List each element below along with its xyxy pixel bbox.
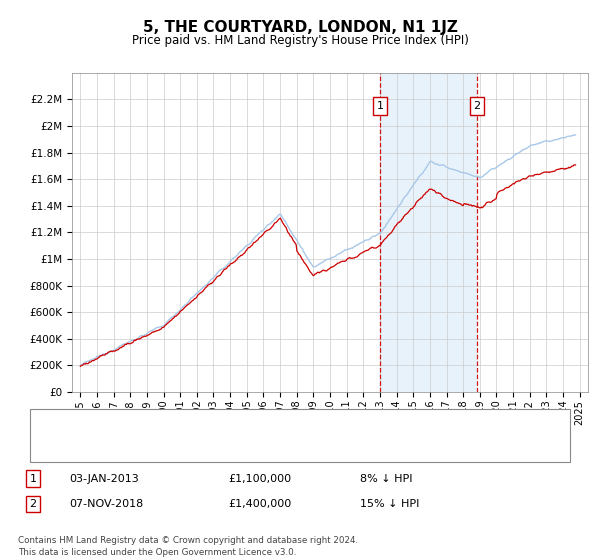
Text: 15% ↓ HPI: 15% ↓ HPI xyxy=(360,499,419,509)
Text: £1,400,000: £1,400,000 xyxy=(228,499,291,509)
Text: 5, THE COURTYARD, LONDON, N1 1JZ (detached house): 5, THE COURTYARD, LONDON, N1 1JZ (detach… xyxy=(90,420,399,430)
Text: 2: 2 xyxy=(473,101,481,111)
Text: Contains HM Land Registry data © Crown copyright and database right 2024.
This d: Contains HM Land Registry data © Crown c… xyxy=(18,536,358,557)
Text: 03-JAN-2013: 03-JAN-2013 xyxy=(69,474,139,484)
Text: Price paid vs. HM Land Registry's House Price Index (HPI): Price paid vs. HM Land Registry's House … xyxy=(131,34,469,46)
Text: 1: 1 xyxy=(29,474,37,484)
Text: 2: 2 xyxy=(29,499,37,509)
Text: 1: 1 xyxy=(376,101,383,111)
Text: HPI: Average price, detached house, Islington: HPI: Average price, detached house, Isli… xyxy=(90,444,344,454)
Text: 5, THE COURTYARD, LONDON, N1 1JZ: 5, THE COURTYARD, LONDON, N1 1JZ xyxy=(143,20,457,35)
Text: £1,100,000: £1,100,000 xyxy=(228,474,291,484)
Text: 07-NOV-2018: 07-NOV-2018 xyxy=(69,499,143,509)
Text: 8% ↓ HPI: 8% ↓ HPI xyxy=(360,474,413,484)
Bar xyxy=(380,73,477,392)
